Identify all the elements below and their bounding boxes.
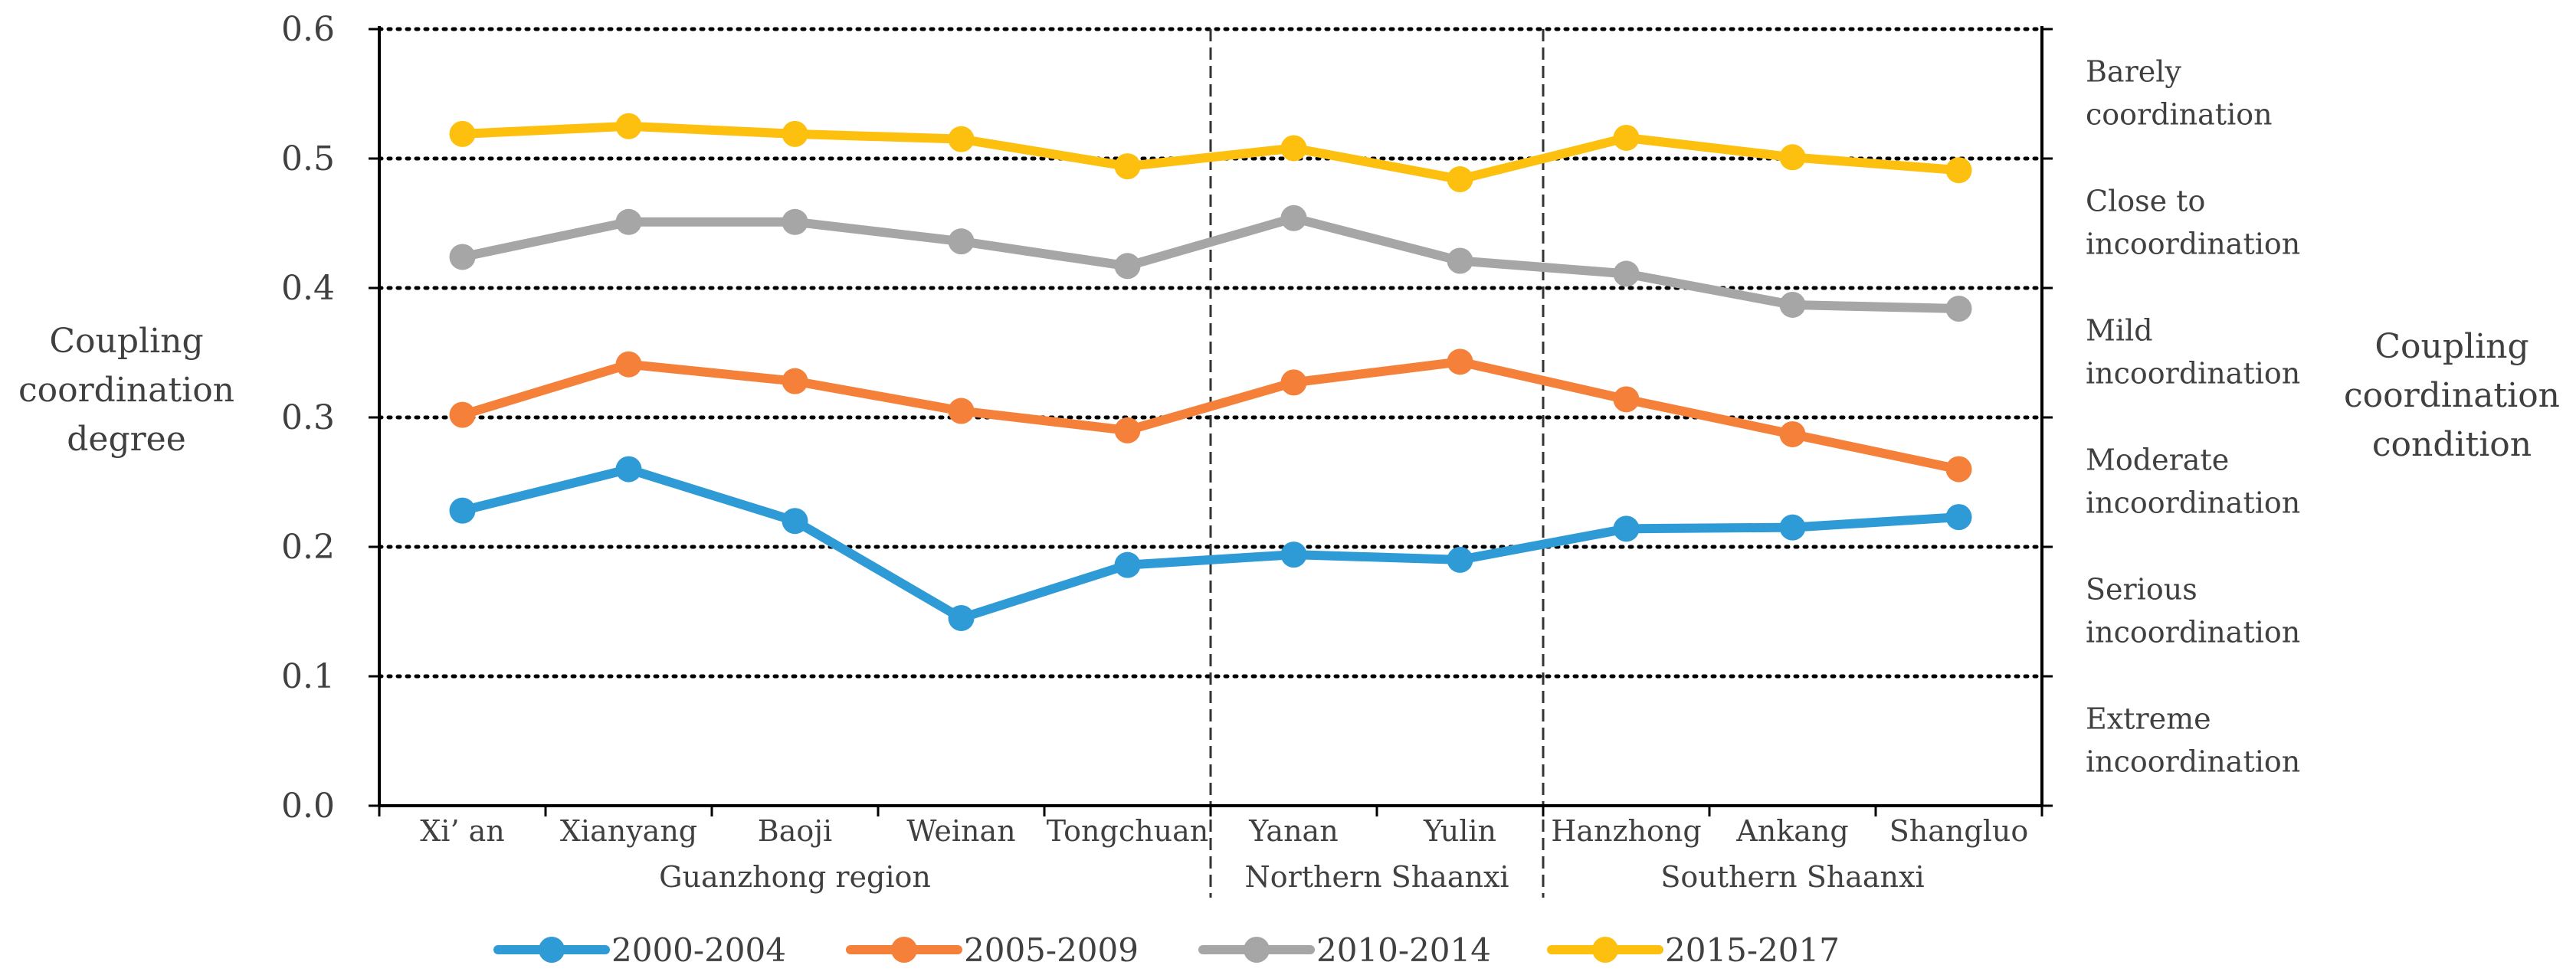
legend-label: 2005-2009	[964, 931, 1139, 969]
condition-label: Serious	[2086, 573, 2197, 607]
data-point	[449, 120, 476, 147]
condition-label: Moderate	[2086, 443, 2229, 477]
data-point	[1945, 456, 1972, 483]
data-point	[1613, 386, 1640, 413]
y-tick-label: 0.0	[281, 787, 335, 826]
data-point	[782, 208, 808, 235]
data-point	[948, 398, 975, 424]
data-point	[1779, 144, 1806, 171]
y-tick-label: 0.1	[281, 657, 335, 696]
condition-label: incoordination	[2086, 486, 2300, 520]
y-tick-label: 0.4	[281, 269, 335, 308]
data-point	[1114, 253, 1141, 280]
data-point	[1945, 504, 1972, 531]
region-label: Southern Shaanxi	[1660, 860, 1924, 894]
region-label: Guanzhong region	[659, 860, 931, 894]
condition-label: coordination	[2086, 98, 2273, 132]
data-point	[1447, 166, 1473, 193]
condition-label: incoordination	[2086, 616, 2300, 649]
x-tick-label: Baoji	[758, 814, 832, 848]
data-point	[948, 228, 975, 255]
legend-label: 2015-2017	[1665, 931, 1840, 969]
y2-axis-title: Coupling	[2374, 327, 2528, 366]
y-tick-label: 0.6	[281, 10, 335, 49]
y-tick-label: 0.2	[281, 528, 335, 567]
data-point	[1447, 546, 1473, 573]
data-point	[1779, 514, 1806, 541]
condition-label: incoordination	[2086, 227, 2300, 261]
data-point	[1613, 515, 1640, 542]
y-tick-label: 0.3	[281, 398, 335, 437]
y2-axis-title: coordination	[2344, 376, 2560, 415]
data-point	[1945, 157, 1972, 184]
data-point	[1779, 420, 1806, 447]
data-point	[782, 508, 808, 535]
y2-axis-title: condition	[2372, 425, 2532, 464]
legend-marker	[891, 937, 917, 963]
condition-label: incoordination	[2086, 357, 2300, 391]
series-line-2005-2009	[457, 357, 1964, 474]
region-label: Northern Shaanxi	[1244, 860, 1509, 894]
x-tick-label: Yulin	[1423, 814, 1496, 848]
data-point	[948, 126, 975, 152]
legend-label: 2000-2004	[611, 931, 786, 969]
data-point	[948, 604, 975, 631]
condition-label: incoordination	[2086, 745, 2300, 779]
condition-label: Extreme	[2086, 702, 2211, 736]
series-line-2000-2004	[457, 464, 1964, 623]
data-point	[1280, 135, 1307, 162]
y-axis-title: Coupling	[49, 322, 203, 361]
legend-marker	[1592, 937, 1618, 963]
series-line-2010-2014	[457, 213, 1964, 314]
data-point	[1613, 124, 1640, 151]
data-point	[615, 456, 642, 483]
data-point	[1447, 348, 1473, 375]
data-point	[1280, 541, 1307, 568]
condition-label: Close to	[2086, 185, 2205, 218]
data-point	[449, 244, 476, 270]
condition-label: Barely	[2086, 55, 2181, 89]
data-point	[1945, 296, 1972, 322]
data-point	[449, 401, 476, 428]
y-tick-label: 0.5	[281, 139, 335, 178]
x-tick-label: Weinan	[906, 814, 1015, 848]
axes	[369, 26, 2053, 816]
data-point	[1447, 247, 1473, 274]
y-axis-title: degree	[67, 420, 185, 459]
legend-label: 2010-2014	[1316, 931, 1491, 969]
data-point	[1280, 369, 1307, 396]
labels: 0.0 0.1 0.2 0.3 0.4 0.5 0.6 Xi’ an Xianyang Baoji…	[18, 10, 2560, 894]
series-lines	[449, 113, 1972, 631]
data-point	[615, 208, 642, 235]
legend: 2000-2004 2005-2009 2010-2014 2015-2017	[493, 931, 1840, 969]
data-point	[1613, 260, 1640, 287]
data-point	[1779, 291, 1806, 318]
data-point	[1114, 417, 1141, 443]
condition-label: Mild	[2086, 314, 2153, 348]
data-point	[1114, 153, 1141, 180]
data-point	[1280, 204, 1307, 231]
legend-marker	[539, 937, 565, 963]
x-tick-label: Xi’ an	[420, 814, 505, 848]
x-tick-label: Shangluo	[1889, 814, 2028, 848]
data-point	[1114, 551, 1141, 578]
data-point	[782, 368, 808, 394]
x-tick-label: Hanzhong	[1551, 814, 1701, 848]
x-tick-label: Tongchuan	[1047, 814, 1208, 848]
data-point	[615, 113, 642, 139]
data-point	[449, 497, 476, 524]
x-tick-label: Yanan	[1248, 814, 1338, 848]
y-axis-title: coordination	[18, 371, 234, 410]
series-line-2015-2017	[457, 121, 1964, 185]
x-tick-label: Xianyang	[560, 814, 697, 848]
x-tick-label: Ankang	[1735, 814, 1848, 848]
data-point	[782, 120, 808, 147]
region-dividers	[1209, 29, 1545, 898]
legend-marker	[1244, 937, 1270, 963]
data-point	[615, 351, 642, 378]
